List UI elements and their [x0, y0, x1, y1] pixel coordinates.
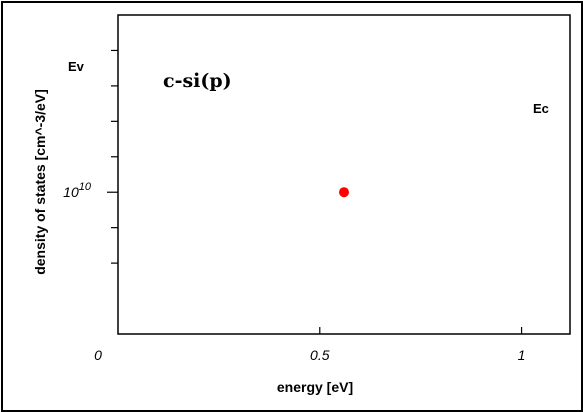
x-tick-label: 0 — [94, 347, 102, 363]
plot-area — [117, 14, 571, 335]
x-axis-ticks — [319, 327, 523, 334]
y-tick-label: 1010 — [63, 181, 92, 200]
ec-label: Ec — [533, 101, 549, 116]
y-axis-title: density of states [cm^-3/eV] — [32, 89, 48, 275]
y-axis-ticks — [107, 49, 118, 264]
x-tick-labels: 0 0.5 1 — [94, 347, 525, 363]
ev-label: Ev — [68, 59, 85, 74]
data-points — [339, 187, 349, 198]
chart-title: c-si(p) — [163, 70, 232, 92]
y-tick-base: 10 — [63, 184, 79, 200]
x-axis-title: energy [eV] — [277, 379, 353, 395]
x-tick-label: 1 — [518, 347, 526, 363]
y-tick-exponent: 10 — [79, 181, 92, 193]
x-tick-label: 0.5 — [310, 347, 330, 363]
data-point — [339, 187, 349, 198]
